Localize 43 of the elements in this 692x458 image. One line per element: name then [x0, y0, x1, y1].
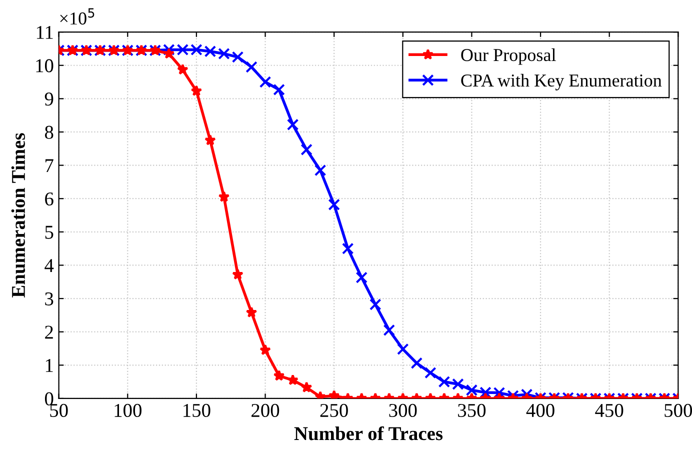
- x-tick-label: 50: [50, 404, 68, 418]
- point: [218, 48, 230, 60]
- legend-label: Our Proposal: [461, 48, 556, 65]
- x-tick-label: 100: [114, 404, 142, 418]
- legend-label: CPA with Key Enumeration: [461, 74, 662, 90]
- point: [300, 144, 312, 156]
- y-tick-label: 9: [44, 92, 54, 106]
- point: [190, 85, 202, 96]
- x-tick-label: 200: [252, 404, 280, 418]
- y-tick-label: 5: [45, 226, 54, 239]
- y-tick-label: 1: [46, 359, 53, 372]
- y-tick-label: 11: [36, 26, 53, 39]
- point: [204, 45, 216, 58]
- point: [177, 64, 188, 75]
- y-tick-label: 10: [36, 59, 54, 72]
- x-tick-label: 350: [458, 404, 486, 418]
- y-tick-label: 3: [45, 292, 54, 306]
- x-tick-label: 500: [664, 404, 692, 418]
- point: [314, 164, 326, 176]
- x-tick-label: 250: [320, 404, 348, 418]
- text: ×10$^{5}$: [60, 8, 94, 25]
- point: [246, 61, 258, 73]
- x-tick-label: 300: [389, 404, 417, 418]
- y-tick-label: 2: [45, 326, 53, 339]
- x-tick-label: 450: [595, 404, 624, 418]
- y-tick-label: 6: [45, 192, 54, 206]
- y-axis-title: Enumeration Times: [11, 133, 26, 298]
- y-tick-label: 7: [46, 159, 54, 172]
- point: [259, 76, 272, 88]
- point: [328, 390, 340, 398]
- y-tick-label: 4: [44, 259, 54, 272]
- x-tick-label: 150: [184, 404, 210, 418]
- point: [232, 51, 244, 63]
- point: [163, 48, 175, 59]
- y-tick-label: 0: [44, 392, 54, 406]
- x-tick-label: 400: [526, 404, 554, 418]
- point: [328, 198, 340, 211]
- x-axis-title: Number of Traces: [294, 426, 443, 440]
- point: [204, 134, 216, 146]
- point: [273, 84, 285, 96]
- point: [286, 118, 299, 131]
- y-tick-label: 8: [44, 126, 54, 139]
- point: [218, 191, 230, 202]
